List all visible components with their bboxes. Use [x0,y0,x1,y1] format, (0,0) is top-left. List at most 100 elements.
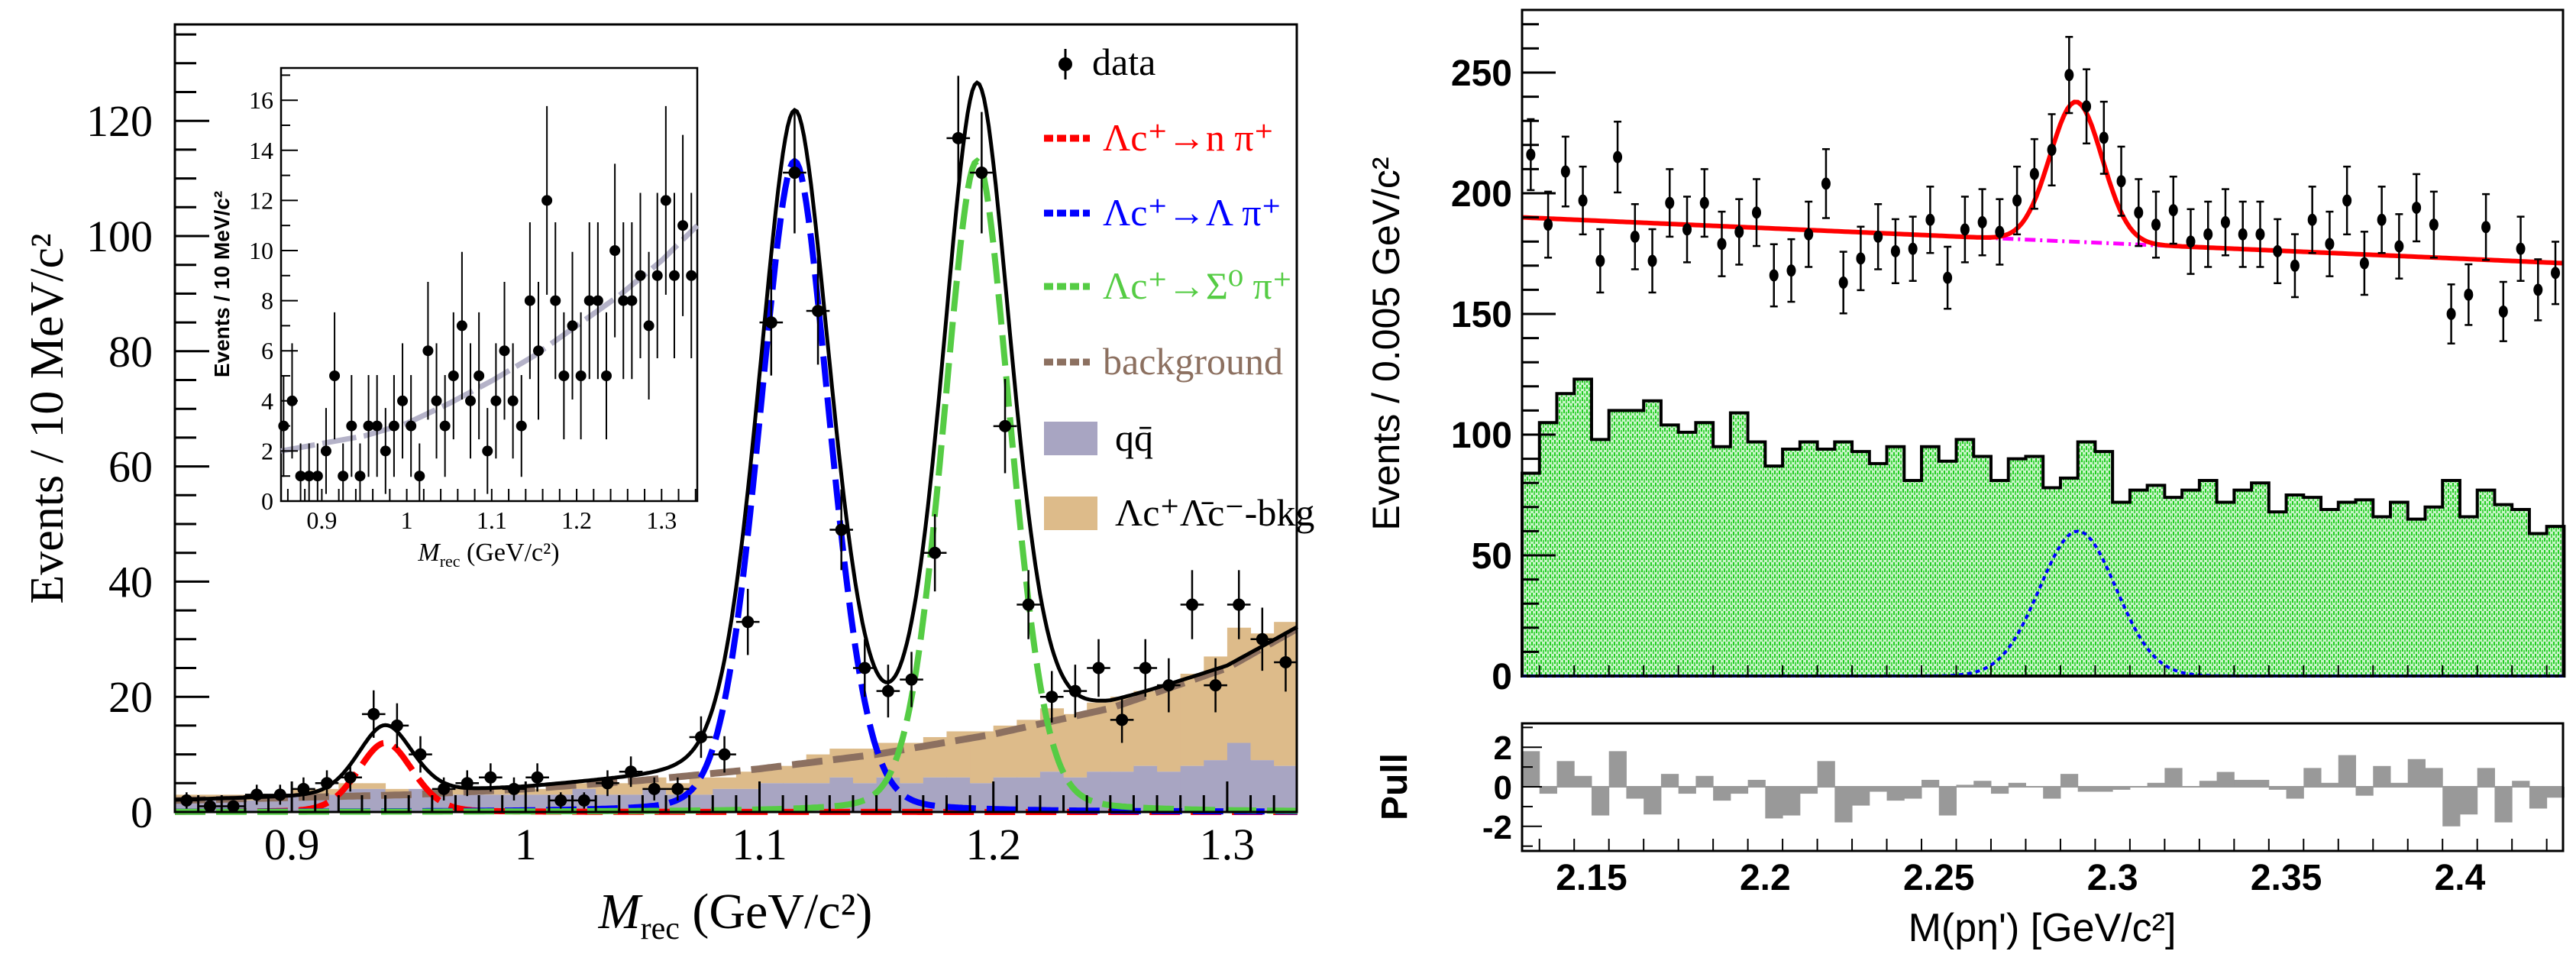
inset-fit-curve [280,223,700,454]
data-point [1068,684,1081,697]
y-tick-label: 60 [108,442,153,492]
data-point [2116,175,2126,188]
data-point [1960,223,1970,236]
mc-histogram [1521,377,2566,678]
data-point [1046,691,1059,704]
data-point [952,131,965,144]
qqbar-bin [1133,765,1158,812]
inset-data-point [303,471,315,482]
inset-data-point [635,270,646,281]
legend-green: Λc⁺→Σ⁰ π⁺ [1044,264,1292,307]
y-tick-label: 50 [1472,536,1512,577]
inset-data-point [363,420,374,432]
data-point [2516,242,2526,255]
data-point [2429,218,2439,231]
data-point [1116,713,1129,726]
y-tick-label: 200 [1451,174,1512,215]
data-point [554,794,567,807]
inset-data-point [422,345,434,357]
data-point [273,788,286,801]
pull-y-tick-label: -2 [1482,809,1512,846]
qqbar-bin [479,794,503,812]
legend-red: Λc⁺→n π⁺ [1044,116,1274,159]
data-point [1786,264,1796,277]
data-point [1682,223,1692,236]
y-tick-label: 0 [131,788,153,837]
pull-bar [1695,775,1714,787]
pull-bar [1608,751,1627,787]
inset-data-point [583,295,595,306]
data-point [2151,218,2161,231]
data-point [694,730,707,743]
pull-bar [1869,787,1888,792]
inset-x-axis-title: Mrec (GeV/c²) [417,539,559,571]
pull-bar [2060,774,2079,787]
mc-signal-curve [1522,529,2565,678]
data-point [788,167,801,180]
inset-y-tick-label: 8 [261,287,273,315]
pull-bar [2338,755,2357,787]
pull-bar [2286,787,2304,799]
data-point [344,771,357,784]
inset-axes: 0 2 4 6 8 10 12 14 16 0.9 1 1.1 1.2 1.3 [249,74,697,534]
data-point [2168,204,2178,217]
pull-bar [1834,787,1853,823]
x-tick-label: 0.9 [264,820,320,869]
data-point [1162,679,1175,692]
data-point [2064,69,2074,82]
data-point [2273,244,2283,257]
pull-bar [1713,787,1731,801]
data-point [1185,598,1198,611]
inset-data-point [439,420,451,432]
pull-bar [2112,787,2131,790]
inset-data-point [575,370,587,381]
data-point [1543,218,1553,231]
lclc-bkg-bin [1133,691,1158,766]
inset-data-point [448,370,459,381]
data-point [1209,679,1222,692]
data-point [2533,283,2543,296]
data-point [1139,662,1152,674]
data-point [321,777,334,790]
inset-x-tick-label: 1.3 [646,506,677,534]
inset-x-tick-label: 0.9 [306,506,337,534]
x-tick-label: 2.15 [1556,858,1627,898]
legend-background: background [1044,340,1283,383]
data-point [1630,230,1640,243]
data-point [2029,167,2039,180]
pull-bar [1817,761,1835,787]
data-point [2377,213,2387,226]
right-y-axis-title: Events / 0.005 GeV/c² [1365,157,1408,530]
data-point [2255,228,2265,241]
y-tick-label: 100 [1451,416,1512,456]
data-point [881,684,894,697]
data-point [2238,228,2248,241]
y-tick-label: 250 [1451,53,1512,94]
inset-data-point [609,245,621,256]
data-point [601,777,614,790]
data-point [2498,305,2508,318]
data-point [999,419,1012,432]
pull-bar [1626,787,1644,799]
legend-label-qqbar: qq̄ [1115,416,1153,459]
inset-data-point [388,420,399,432]
left-data-points [175,76,1298,813]
lclc-bkg-bin [548,788,574,795]
total-fit-curve [1521,99,2565,266]
pull-bar [1591,787,1610,816]
data-point [1578,194,1588,207]
data-point [1943,271,1953,284]
qqbar-bin [385,794,409,812]
qqbar-bin [1274,765,1298,812]
data-point [2047,144,2057,157]
inset-data-point [592,295,603,306]
inset-data-point [465,395,477,406]
pull-bar [1660,774,1679,787]
data-point [1769,269,1779,282]
data-point [1838,276,1848,289]
inset-y-tick-label: 2 [261,437,273,464]
inset-data-point [686,270,697,281]
pull-bar [1990,787,2009,794]
data-point [1821,177,1831,190]
